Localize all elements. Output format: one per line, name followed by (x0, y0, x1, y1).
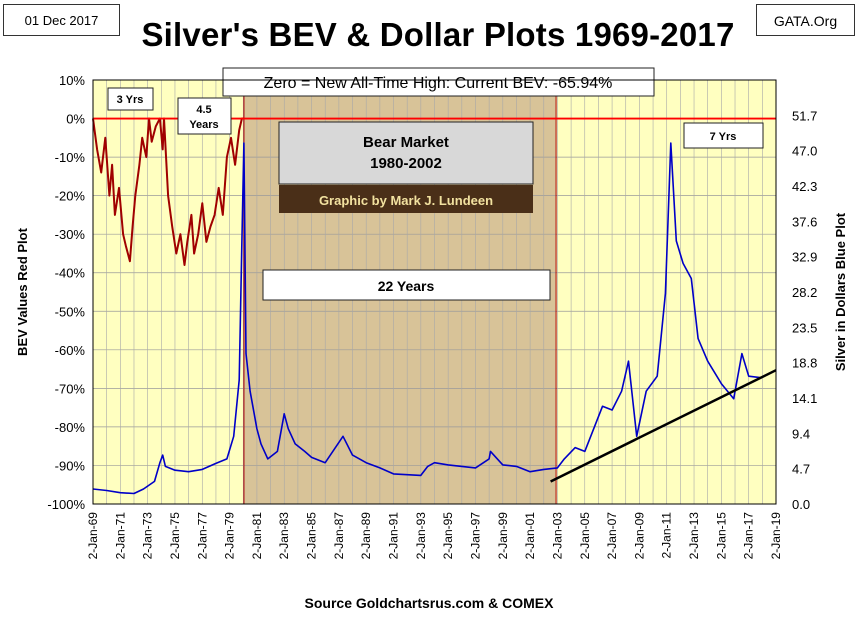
left-tick-label: -80% (55, 420, 86, 435)
left-axis-title: BEV Values Red Plot (15, 227, 30, 356)
right-tick-label: 37.6 (792, 214, 817, 229)
right-tick-label: 9.4 (792, 426, 810, 441)
right-tick-label: 4.7 (792, 462, 810, 477)
left-tick-label: -50% (55, 304, 86, 319)
date-label: 01 Dec 2017 (3, 4, 120, 36)
label-45yrs-line2: Years (189, 119, 218, 131)
right-tick-label: 42.3 (792, 179, 817, 194)
x-axis-title: Source Goldchartsrus.com & COMEX (305, 595, 555, 611)
label-box-3yrs (107, 87, 154, 111)
label-box-45yrs (177, 97, 232, 135)
x-tick-label: 2-Jan-93 (414, 512, 428, 560)
label-3yrs: 3 Yrs (117, 94, 144, 106)
plot-frame (92, 79, 777, 505)
x-tick-label: 2-Jan-73 (141, 512, 155, 560)
banner-text: Zero = New All-Time High: Current BEV: -… (264, 75, 613, 92)
right-tick-label: 47.0 (792, 144, 817, 159)
right-tick-label: 28.2 (792, 285, 817, 300)
x-tick-label: 2-Jan-09 (632, 512, 646, 560)
annotation-layer: Zero = New All-Time High: Current BEV: -… (107, 67, 764, 301)
x-tick-label: 2-Jan-77 (195, 512, 209, 560)
x-tick-label: 2-Jan-91 (387, 512, 401, 560)
label-box-22years (262, 269, 551, 301)
x-tick-label: 2-Jan-97 (468, 512, 482, 560)
price-series-line (92, 142, 762, 495)
banner-box (222, 67, 655, 97)
left-tick-label: -40% (55, 266, 86, 281)
right-axis-title: Silver in Dollars Blue Plot (833, 212, 848, 371)
right-tick-label: 23.5 (792, 320, 817, 335)
label-7yrs: 7 Yrs (710, 131, 737, 143)
label-22years: 22 Years (378, 278, 435, 294)
x-tick-label: 2-Jan-69 (86, 512, 100, 560)
x-tick-label: 2-Jan-71 (113, 512, 127, 560)
x-tick-label: 2-Jan-01 (523, 512, 537, 560)
bear-market-line1: Bear Market (363, 134, 449, 151)
x-tick-label: 2-Jan-79 (223, 512, 237, 560)
x-tick-label: 2-Jan-07 (605, 512, 619, 560)
x-tick-label: 2-Jan-15 (714, 512, 728, 560)
x-tick-label: 2-Jan-87 (332, 512, 346, 560)
bear-market-box (278, 121, 534, 185)
credit-box (279, 185, 533, 213)
x-tick-label: 2-Jan-85 (305, 512, 319, 560)
x-tick-label: 2-Jan-89 (359, 512, 373, 560)
chart-title: Silver's BEV & Dollar Plots 1969-2017 (141, 16, 735, 53)
left-tick-label: 0% (66, 112, 85, 127)
x-tick-label: 2-Jan-13 (687, 512, 701, 560)
x-tick-label: 2-Jan-17 (742, 512, 756, 560)
x-tick-label: 2-Jan-81 (250, 512, 264, 560)
bear-market-line2: 1980-2002 (370, 155, 442, 172)
x-tick-label: 2-Jan-99 (496, 512, 510, 560)
x-tick-label: 2-Jan-75 (168, 512, 182, 560)
left-tick-label: -70% (55, 381, 86, 396)
label-45yrs-line1: 4.5 (196, 104, 211, 116)
right-tick-label: 0.0 (792, 497, 810, 512)
brand-label: GATA.Org (756, 4, 855, 36)
label-box-7yrs (683, 122, 764, 149)
right-tick-label: 51.7 (792, 108, 817, 123)
right-tick-label: 14.1 (792, 391, 817, 406)
left-tick-label: -60% (55, 343, 86, 358)
left-tick-label: 10% (59, 73, 85, 88)
x-tick-label: 2-Jan-19 (769, 512, 783, 560)
left-tick-label: -30% (55, 227, 86, 242)
left-tick-label: -100% (47, 497, 85, 512)
axis-layer: 10% 0% -10% -20% -30% -40% -50% -60% -70% -80% -90… (15, 73, 848, 611)
support-trend-line (550, 369, 777, 483)
left-tick-label: -10% (55, 150, 86, 165)
x-tick-label: 2-Jan-05 (578, 512, 592, 560)
x-tick-label: 2-Jan-95 (441, 512, 455, 560)
x-tick-label: 2-Jan-11 (660, 512, 674, 559)
x-tick-label: 2-Jan-03 (550, 512, 564, 560)
credit-text: Graphic by Mark J. Lundeen (319, 193, 493, 208)
x-tick-label: 2-Jan-83 (277, 512, 291, 560)
left-tick-label: -20% (55, 189, 86, 204)
left-tick-label: -90% (55, 458, 86, 473)
right-tick-label: 32.9 (792, 250, 817, 265)
right-tick-label: 18.8 (792, 356, 817, 371)
